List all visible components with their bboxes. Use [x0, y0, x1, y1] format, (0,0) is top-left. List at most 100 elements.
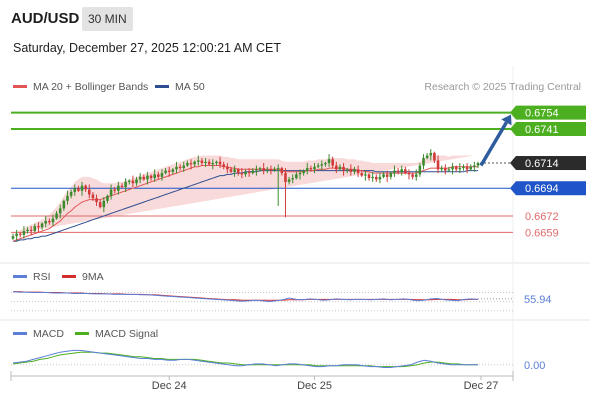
candle-body — [407, 173, 411, 175]
level-label: 0.6741 — [525, 124, 559, 136]
x-tick-label: Dec 25 — [297, 380, 332, 392]
candle-body — [324, 163, 327, 165]
rsi-line — [12, 291, 479, 303]
ma20-line — [12, 165, 478, 242]
candle-body — [276, 168, 280, 170]
candle-body — [313, 166, 316, 170]
candle-body — [44, 221, 47, 224]
candle-body — [131, 180, 135, 184]
candle-body — [247, 171, 251, 174]
candle-body — [436, 160, 440, 170]
candle-body — [207, 161, 211, 165]
chart-header: AUD/USD 30 MIN Saturday, December 27, 20… — [0, 0, 590, 66]
candle-body — [55, 213, 58, 219]
candle-body — [385, 174, 389, 177]
candles — [11, 149, 480, 242]
candle-body — [280, 168, 284, 174]
candle-body — [204, 161, 207, 164]
candle-body — [331, 159, 334, 166]
candle-body — [138, 176, 142, 180]
candle-body — [146, 175, 149, 180]
candle-body — [440, 168, 443, 170]
candle-body — [211, 163, 215, 165]
legend-swatch-ma50 — [155, 85, 169, 88]
level-label-pointer — [510, 105, 516, 120]
candle-body — [37, 226, 40, 228]
legend-swatch-ma20 — [13, 85, 27, 88]
candle-body — [91, 194, 95, 199]
candle-body — [22, 231, 26, 235]
candle-body — [342, 166, 345, 171]
projection-arrow-shaft — [479, 121, 508, 167]
legend-label-ma20: MA 20 + Bollinger Bands — [33, 81, 148, 93]
candle-body — [473, 165, 476, 167]
bollinger-band-layer — [13, 155, 475, 234]
candle-body — [77, 188, 80, 191]
candle-body — [40, 223, 44, 228]
candle-body — [364, 174, 367, 176]
macd-lines — [11, 349, 513, 368]
symbol-title: AUD/USD — [11, 10, 80, 27]
candle-body — [233, 169, 236, 172]
rsi-value-label: 55.94 — [524, 294, 552, 306]
candle-body — [425, 155, 429, 158]
candle-body — [62, 200, 66, 209]
candle-body — [360, 173, 364, 176]
candle-body — [469, 166, 473, 170]
candle-body — [127, 180, 131, 182]
legend-swatch-9ma — [62, 275, 76, 278]
level-label: 0.6754 — [525, 108, 559, 120]
candle-body — [447, 169, 451, 171]
candle-body — [298, 173, 302, 175]
candle-body — [26, 229, 29, 232]
candle-body — [454, 166, 458, 170]
candle-body — [80, 185, 84, 191]
price-legend: MA 20 + Bollinger Bands MA 50 — [13, 81, 205, 93]
legend-label-rsi: RSI — [33, 271, 51, 283]
candle-body — [178, 166, 182, 169]
timeframe-badge[interactable]: 30 MIN — [82, 7, 133, 31]
legend-swatch-rsi — [13, 275, 27, 278]
candle-body — [284, 173, 287, 182]
candle-body — [316, 165, 320, 167]
candle-body — [175, 166, 178, 170]
projection-arrow-head — [501, 114, 512, 126]
candle-body — [51, 218, 55, 223]
candle-body — [476, 163, 480, 166]
candle-body — [98, 202, 102, 208]
candle-body — [29, 229, 33, 232]
candle-body — [305, 168, 309, 171]
candle-body — [255, 169, 258, 171]
level-label-box — [516, 105, 586, 120]
candle-body — [73, 188, 77, 193]
candle-body — [240, 173, 244, 175]
candle-body — [338, 166, 342, 170]
legend-label-9ma: 9MA — [82, 271, 104, 283]
candle-body — [291, 178, 295, 180]
level-label-box — [516, 181, 586, 196]
candle-body — [102, 200, 106, 208]
level-label: 0.6659 — [525, 227, 559, 239]
candle-body — [262, 168, 265, 171]
candle-body — [273, 169, 276, 171]
candle-body — [149, 175, 153, 179]
candle-body — [451, 166, 454, 170]
candle-body — [124, 181, 127, 187]
candle-body — [269, 169, 273, 171]
rsi-legend: RSI 9MA — [13, 271, 104, 283]
candle-body — [327, 159, 331, 164]
candle-body — [222, 164, 226, 167]
price-level-labels: 0.6754 0.6741 0.6714 0.6694 0.6672 0.6659 — [510, 105, 586, 239]
candle-body — [371, 176, 374, 179]
macd-value-label: 0.00 — [524, 360, 545, 372]
candle-body — [229, 169, 233, 172]
candle-body — [433, 152, 436, 161]
candle-body — [109, 189, 113, 196]
legend-label-ma50: MA 50 — [175, 81, 205, 93]
level-label: 0.6672 — [525, 211, 559, 223]
candle-body — [164, 170, 167, 174]
chart-datetime: Saturday, December 27, 2025 12:00:21 AM … — [13, 41, 281, 55]
candle-body — [113, 189, 117, 191]
level-label-box — [516, 156, 586, 171]
